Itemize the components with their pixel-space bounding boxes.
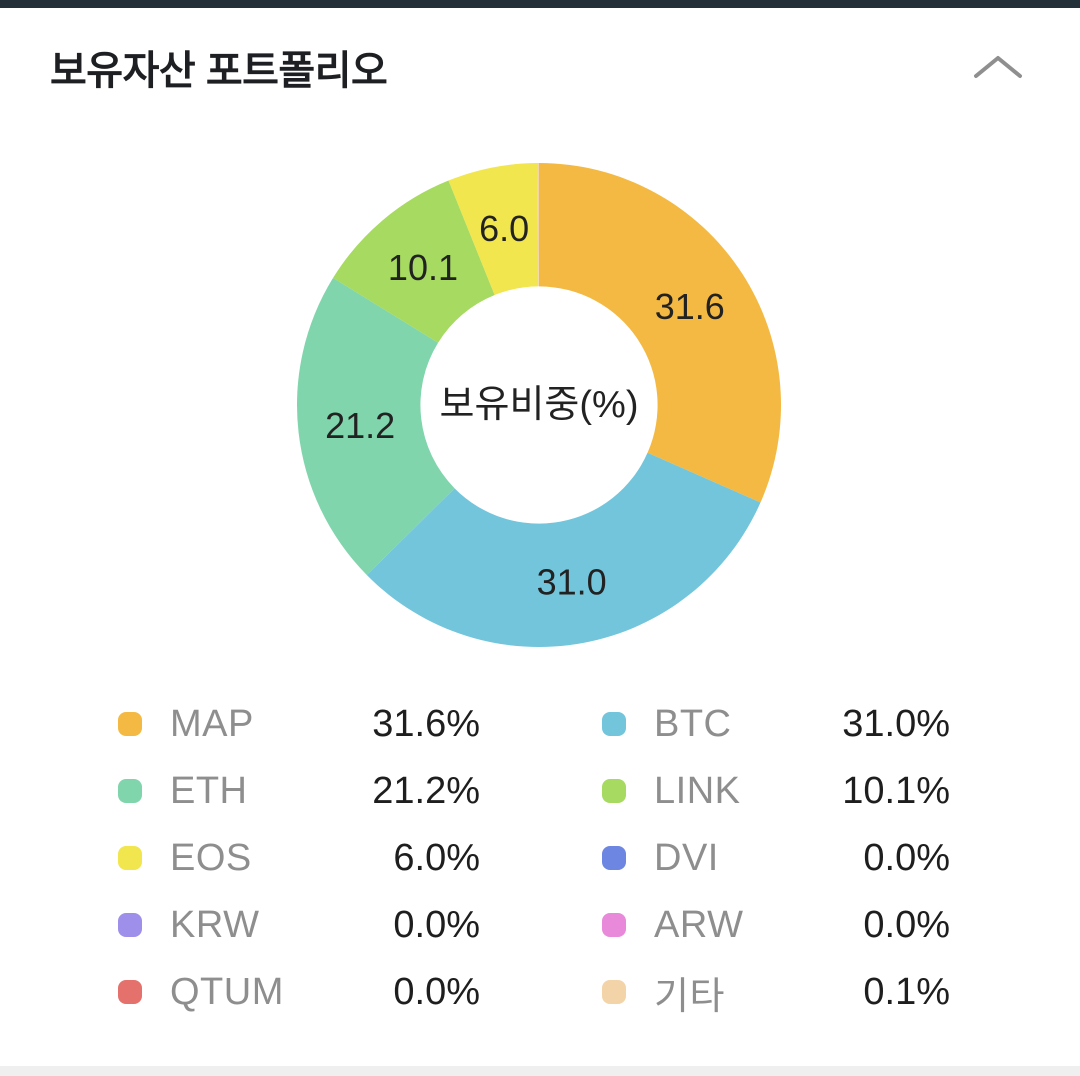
- donut-center-label: 보유비중(%): [440, 384, 639, 426]
- legend-swatch-icon: [602, 913, 626, 937]
- legend-label: QTUM: [170, 970, 284, 1013]
- donut-chart-svg: 31.6 31.0 21.2 10.1 6.0 보유비중(%): [297, 163, 781, 647]
- legend-label: ARW: [654, 903, 744, 946]
- legend-swatch-icon: [118, 913, 142, 937]
- legend-value: 31.0%: [842, 702, 950, 745]
- legend-item-DVI: DVI 0.0%: [602, 837, 950, 879]
- legend-value: 0.0%: [863, 836, 950, 879]
- legend-item-ARW: ARW 0.0%: [602, 904, 950, 946]
- donut-chart: 31.6 31.0 21.2 10.1 6.0 보유비중(%): [289, 155, 789, 655]
- chevron-up-icon: [974, 56, 1022, 78]
- legend-value: 21.2%: [372, 769, 480, 812]
- legend-item-MAP: MAP 31.6%: [118, 703, 480, 745]
- page-title: 보유자산 포트폴리오: [50, 49, 388, 93]
- section-gap: [0, 1066, 1080, 1076]
- legend-label: LINK: [654, 769, 741, 812]
- collapse-button[interactable]: [966, 46, 1030, 88]
- pie-slice-기타: [537, 163, 539, 287]
- legend-value: 31.6%: [372, 702, 480, 745]
- legend-item-BTC: BTC 31.0%: [602, 703, 950, 745]
- legend-value: 10.1%: [842, 769, 950, 812]
- legend-item-EOS: EOS 6.0%: [118, 837, 480, 879]
- legend-swatch-icon: [602, 779, 626, 803]
- legend-swatch-icon: [602, 712, 626, 736]
- legend-label: MAP: [170, 702, 254, 745]
- pie-slice-LINK: [333, 180, 495, 343]
- legend-swatch-icon: [602, 846, 626, 870]
- slice-value-label: 31.0: [537, 562, 607, 603]
- legend-swatch-icon: [602, 980, 626, 1004]
- top-divider: [0, 0, 1080, 8]
- pie-slice-MAP: [539, 163, 781, 503]
- legend-item-기타: 기타 0.1%: [602, 971, 950, 1018]
- legend-value: 0.0%: [393, 903, 480, 946]
- legend-item-QTUM: QTUM 0.0%: [118, 971, 480, 1013]
- legend-swatch-icon: [118, 779, 142, 803]
- legend-label: KRW: [170, 903, 260, 946]
- legend-item-KRW: KRW 0.0%: [118, 904, 480, 946]
- slice-value-label: 31.6: [655, 286, 725, 327]
- legend-value: 0.0%: [863, 903, 950, 946]
- legend-swatch-icon: [118, 846, 142, 870]
- legend-item-ETH: ETH 21.2%: [118, 770, 480, 812]
- slice-value-label: 21.2: [325, 405, 395, 446]
- card-header: 보유자산 포트폴리오: [50, 38, 1030, 96]
- legend-value: 6.0%: [393, 836, 480, 879]
- legend: MAP 31.6% BTC 31.0% ETH 21.2% LINK 10.1% EOS 6.0%…: [118, 703, 950, 1018]
- legend-label: 기타: [654, 975, 725, 1018]
- legend-swatch-icon: [118, 980, 142, 1004]
- legend-label: EOS: [170, 836, 252, 879]
- pie-slice-EOS: [448, 163, 539, 296]
- legend-value: 0.1%: [863, 970, 950, 1013]
- legend-label: ETH: [170, 769, 248, 812]
- legend-label: DVI: [654, 836, 719, 879]
- pie-slice-ETH: [297, 277, 455, 576]
- legend-item-LINK: LINK 10.1%: [602, 770, 950, 812]
- slice-value-label: 6.0: [479, 208, 529, 249]
- legend-swatch-icon: [118, 712, 142, 736]
- pie-slice-BTC: [366, 452, 761, 647]
- legend-value: 0.0%: [393, 970, 480, 1013]
- slice-value-label: 10.1: [388, 247, 458, 288]
- legend-label: BTC: [654, 702, 732, 745]
